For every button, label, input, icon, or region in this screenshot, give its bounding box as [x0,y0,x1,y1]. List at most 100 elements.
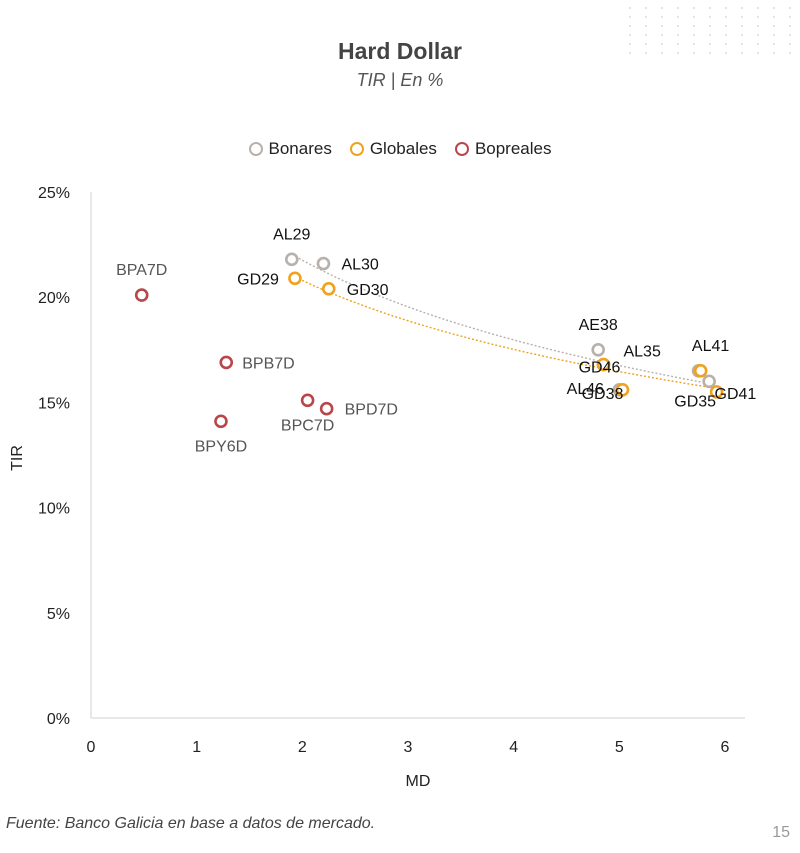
decor-dot [645,52,647,54]
decor-dot [757,43,759,45]
decor-dot [789,43,791,45]
decor-dot [629,16,631,18]
data-label-gd46: GD46 [579,360,621,377]
x-axis-title: MD [406,773,431,790]
decor-dot [789,16,791,18]
data-point-gd41 [709,385,724,399]
decor-dot [725,52,727,54]
decor-dot [677,16,679,18]
data-point-gd29 [288,271,302,286]
data-point-bpc7d [300,393,315,408]
decor-dot [677,34,679,36]
data-label-gd29: GD29 [237,271,279,288]
decor-dot [725,34,727,36]
decor-dot [693,52,695,54]
x-tick-label: 1 [192,739,201,756]
decor-dot [773,25,775,27]
data-point-gd38 [615,382,630,397]
decor-dot [661,34,663,36]
data-label-al30: AL30 [341,257,378,274]
decor-dot [645,16,647,18]
decor-dot [709,7,711,9]
data-label-al46: AL46 [567,381,604,398]
decor-dot [693,16,695,18]
decor-dot [693,7,695,9]
decor-dot [725,25,727,27]
data-point-bpa7d [134,288,149,302]
decor-dot [709,52,711,54]
y-tick-label: 10% [38,501,70,518]
decor-dot [773,34,775,36]
decor-dot [741,43,743,45]
data-label-al35: AL35 [623,344,660,361]
decor-dot [741,16,743,18]
decor-dot [773,52,775,54]
decor-dot [773,43,775,45]
legend-item-bopreales: Bopreales [454,139,552,159]
decor-dot [741,7,743,9]
y-tick-label: 5% [47,606,70,623]
scatter-chart: 0% 5% 10% 15% 20% 25% 0 1 2 3 4 5 6 MD TIR AL29 AL30 AE38… [9,185,757,790]
data-point-gd30 [321,281,336,296]
decor-dot [709,43,711,45]
decor-dot [773,7,775,9]
data-point-ae38 [591,342,606,357]
data-label-gd41: GD41 [715,386,757,403]
decor-dot [709,16,711,18]
legend-label-bonares: Bonares [268,139,332,158]
decor-dot [773,16,775,18]
y-tick-label: 20% [38,290,70,307]
legend-item-bonares: Bonares [248,139,332,159]
decor-dot [789,25,791,27]
data-label-bpb7d: BPB7D [242,355,294,372]
data-point-gd35 [702,374,716,389]
decor-dot [693,43,695,45]
legend-label-globales: Globales [369,139,437,158]
decor-dot [757,34,759,36]
data-label-gd35: GD35 [674,393,716,410]
decor-dot [677,25,679,27]
decor-dot [789,52,791,54]
decor-dot [693,34,695,36]
decor-dot [693,25,695,27]
legend-marker-globales [349,142,364,156]
chart-subtitle: TIR | En % [356,70,444,90]
decor-dot [661,25,663,27]
legend-marker-bopreales [454,142,469,156]
legend-item-globales: Globales [349,139,437,159]
x-tick-label: 2 [298,739,307,756]
data-label-gd30: GD30 [347,282,389,299]
decor-dot [629,34,631,36]
decor-dot [661,16,663,18]
decor-dot [757,52,759,54]
legend-marker-bonares [248,142,263,156]
decor-dot [741,34,743,36]
data-label-gd38: GD38 [582,386,624,403]
x-tick-label: 3 [404,739,413,756]
decor-dot [677,7,679,9]
data-label-bpa7d: BPA7D [116,262,167,279]
decor-dot [757,16,759,18]
y-tick-label: 25% [38,185,70,202]
decor-dot [629,52,631,54]
decor-dot [645,43,647,45]
decor-dot [757,7,759,9]
y-tick-label: 0% [47,711,70,728]
chart-title: Hard Dollar [338,38,462,64]
page-number: 15 [772,824,790,841]
decor-dot [725,7,727,9]
decor-dot [741,52,743,54]
decor-dot [645,25,647,27]
data-point-bpb7d [219,355,234,370]
decor-dot [629,7,631,9]
decor-dot [661,7,663,9]
source-note: Fuente: Banco Galicia en base a datos de… [6,815,376,832]
decor-dot [725,16,727,18]
data-point-al29 [284,252,299,267]
y-tick-label: 15% [38,395,70,412]
decor-dot [661,52,663,54]
data-point-bpy6d [214,414,228,429]
trendline-bonares [291,253,710,385]
y-axis-title: TIR [9,445,26,471]
chart-legend: Bonares Globales Bopreales [0,139,800,159]
